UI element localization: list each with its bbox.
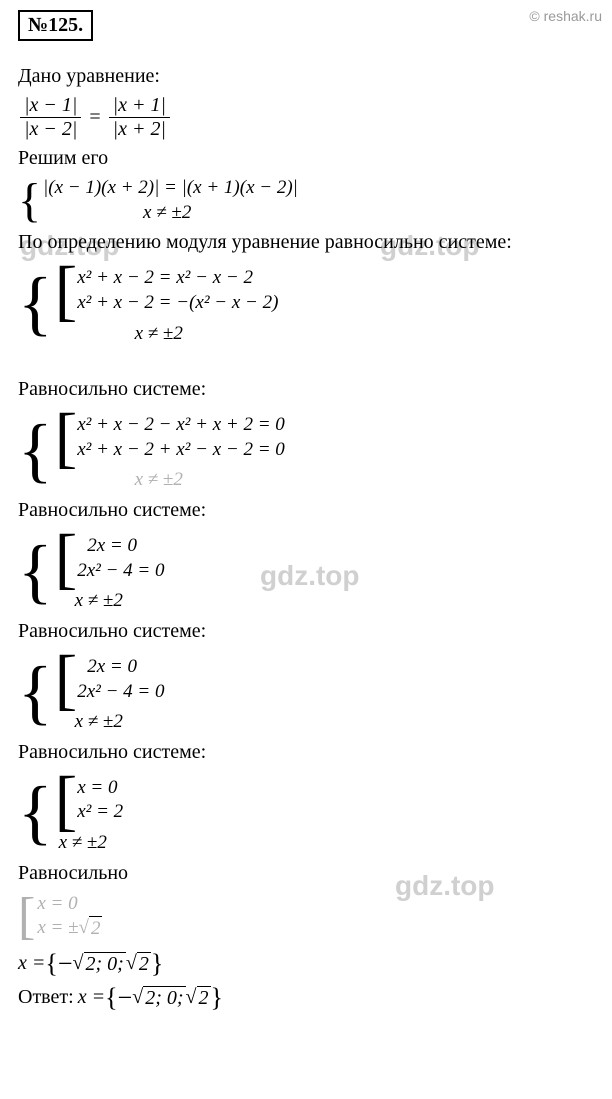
- sys-row: 2x² − 4 = 0: [77, 559, 164, 584]
- answer-line: Ответ: x = {− √2; 0; √2 }: [18, 983, 594, 1013]
- sys-row: x = 0: [37, 892, 102, 917]
- result-set: x = {− √2; 0; √2 }: [18, 949, 594, 979]
- text-equiv-short: Равносильно: [18, 862, 594, 885]
- system-7: [ x = 0 x = ±√2: [18, 891, 594, 943]
- sys-row: x² + x − 2 = −(x² − x − 2): [77, 291, 278, 316]
- sys-row: 2x² − 4 = 0: [77, 680, 164, 705]
- system-3: { [ x² + x − 2 − x² + x + 2 = 0 x² + x −…: [18, 407, 594, 493]
- text-equiv: Равносильно системе:: [18, 741, 594, 764]
- text-solve: Решим его: [18, 147, 594, 170]
- frac-num: |x + 1|: [109, 94, 170, 118]
- frac-num: |x − 1|: [20, 94, 81, 118]
- sys-row: x = 0: [77, 776, 123, 801]
- sys-row: x² + x − 2 = x² − x − 2: [77, 266, 278, 291]
- sys-row: |(x − 1)(x + 2)| = |(x + 1)(x − 2)|: [43, 176, 298, 201]
- system-2: { [ x² + x − 2 = x² − x − 2 x² + x − 2 =…: [18, 260, 594, 346]
- sys-row: 2x = 0: [77, 534, 164, 559]
- system-1: { |(x − 1)(x + 2)| = |(x + 1)(x − 2)| x …: [18, 176, 594, 225]
- sys-row: x² + x − 2 + x² − x − 2 = 0: [77, 438, 285, 463]
- sys-row: x ≠ ±2: [55, 831, 124, 856]
- sys-row: x ≠ ±2: [55, 322, 279, 347]
- frac-den: |x − 2|: [20, 118, 81, 141]
- sys-row: x = ±√2: [37, 916, 102, 942]
- equation-main: |x − 1| |x − 2| = |x + 1| |x + 2|: [18, 94, 594, 141]
- sys-row: x² = 2: [77, 800, 123, 825]
- system-5: { [ 2x = 0 2x² − 4 = 0 x ≠ ±2: [18, 649, 594, 735]
- sys-row: x ≠ ±2: [43, 201, 298, 226]
- system-4: { [ 2x = 0 2x² − 4 = 0 x ≠ ±2: [18, 528, 594, 614]
- sys-row: x² + x − 2 − x² + x + 2 = 0: [77, 413, 285, 438]
- text-equiv: Равносильно системе:: [18, 378, 594, 401]
- frac-den: |x + 2|: [109, 118, 170, 141]
- sys-row: x ≠ ±2: [55, 468, 285, 493]
- text-equiv: Равносильно системе:: [18, 499, 594, 522]
- problem-number: №125.: [18, 10, 93, 41]
- text-bydef: По определению модуля уравнение равносил…: [18, 231, 594, 254]
- sys-row: x ≠ ±2: [55, 589, 165, 614]
- text-given: Дано уравнение:: [18, 65, 594, 88]
- text-equiv: Равносильно системе:: [18, 620, 594, 643]
- sys-row: x ≠ ±2: [55, 710, 165, 735]
- system-6: { [ x = 0 x² = 2 x ≠ ±2: [18, 770, 594, 856]
- sys-row: 2x = 0: [77, 655, 164, 680]
